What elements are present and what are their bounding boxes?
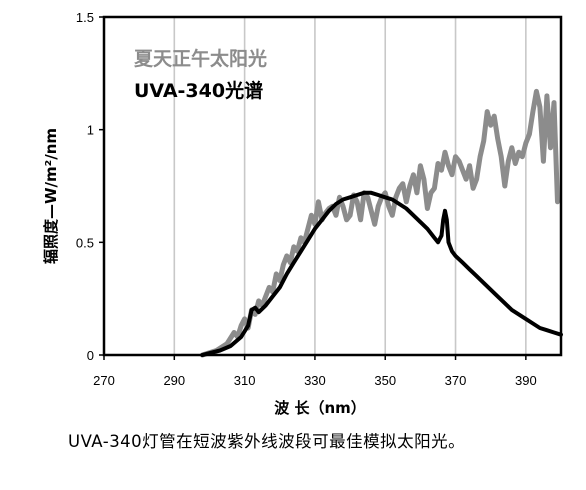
x-tick-label: 290 xyxy=(163,373,185,388)
x-tick-label: 330 xyxy=(304,373,326,388)
vertical-gridlines xyxy=(173,17,527,355)
tick-labels: 270 290 310 330 350 370 390 0 0.5 1 1.5 xyxy=(76,10,537,388)
x-tick-label: 370 xyxy=(445,373,467,388)
plot-frame xyxy=(102,15,563,357)
x-tick-label: 390 xyxy=(515,373,537,388)
series-line-0 xyxy=(199,88,560,358)
x-tick-label: 310 xyxy=(234,373,256,388)
figure-caption: UVA-340灯管在短波紫外线波段可最佳模拟太阳光。 xyxy=(68,432,466,451)
axes xyxy=(102,15,563,357)
y-axis-title: 辐照度—W/m²/nm xyxy=(42,128,60,264)
y-tick-label: 0.5 xyxy=(76,235,94,250)
series-line-1 xyxy=(200,190,563,357)
x-axis-title: 波 长（nm） xyxy=(274,399,366,417)
series-lines xyxy=(199,88,563,358)
y-tick-label: 1 xyxy=(87,123,94,138)
y-tick-label: 1.5 xyxy=(76,10,94,25)
x-tick-label: 350 xyxy=(374,373,396,388)
legend-entry-sunlight: 夏天正午太阳光 xyxy=(134,47,267,70)
x-tick-label: 270 xyxy=(93,373,115,388)
legend-entry-uva340: UVA-340光谱 xyxy=(134,79,263,102)
y-tick-label: 0 xyxy=(87,348,94,363)
irradiance-chart: 270 290 310 330 350 370 390 0 0.5 1 1.5 夏天正午太阳光 UV… xyxy=(42,10,563,417)
